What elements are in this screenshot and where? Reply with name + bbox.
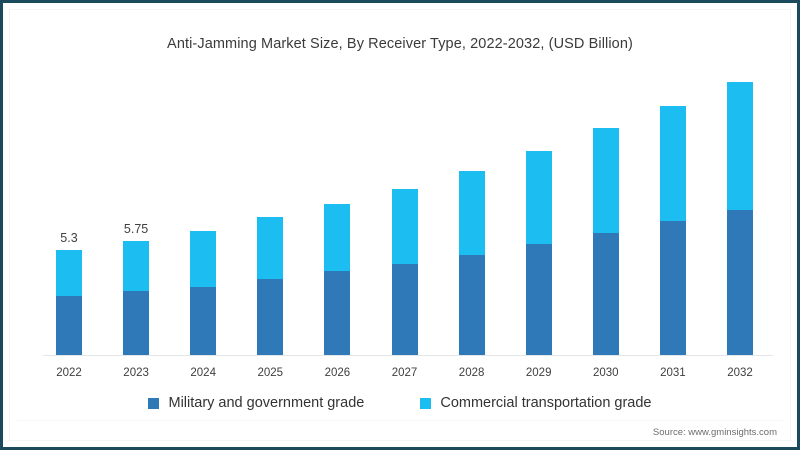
page-title: Anti-Jamming Market Size, By Receiver Ty… [167,36,633,52]
legend-label-commercial: Commercial transportation grade [440,395,652,411]
x-axis-tick-label: 2023 [123,367,149,379]
bar-group[interactable] [391,188,418,355]
bar-group[interactable]: 5.3 [56,231,82,355]
bar-segment-military[interactable] [257,278,284,355]
bar-segment-military[interactable] [324,270,351,355]
x-axis-tick-label: 2031 [660,367,686,379]
bar-segment-commercial[interactable] [659,105,686,222]
legend-label-military: Military and government grade [168,395,365,411]
legend-item-military[interactable]: Military and government grade [148,395,364,411]
bar-segment-commercial[interactable] [324,203,351,271]
x-axis-tick-label: 2024 [190,367,216,379]
x-axis-tick-label: 2029 [525,367,552,379]
source-separator [17,420,783,421]
x-axis-tick-label: 2027 [391,367,418,379]
source-attribution: Source: www.gminsights.com [652,427,777,438]
bar-segment-military[interactable] [592,233,619,355]
x-axis-tick-label: 2026 [324,367,351,379]
bar-segment-commercial[interactable] [190,231,217,287]
bar-segment-commercial[interactable] [123,241,150,291]
x-axis-tick-label: 2025 [257,367,284,379]
bar-group[interactable] [659,105,686,355]
bar-segment-commercial[interactable] [391,188,418,264]
bar-group[interactable] [257,217,284,355]
bar-group[interactable] [324,203,351,355]
plot-area: 5.3 2022 5.75 2023 2024 2025 2026 2027 2028 2029 2… [3,3,800,453]
legend-swatch-commercial-icon [420,397,432,409]
bar-segment-commercial[interactable] [727,81,753,211]
chart-legend: Military and government grade Commercial… [3,395,797,411]
x-axis-tick-label: 2028 [458,367,485,379]
bar-value-label: 5.3 [60,231,78,246]
bar-segment-commercial[interactable] [458,170,485,256]
x-axis-tick-label: 2032 [727,367,753,379]
x-axis-tick-label: 2022 [56,367,82,379]
bar-group[interactable] [190,231,217,355]
bar-segment-military[interactable] [659,221,686,355]
x-axis-line [43,355,773,356]
bar-segment-military[interactable] [727,210,753,355]
bar-segment-commercial[interactable] [257,217,284,279]
bar-group[interactable] [458,170,485,355]
bar-segment-military[interactable] [123,290,150,355]
bar-segment-commercial[interactable] [592,128,619,234]
bar-segment-military[interactable] [190,286,217,355]
x-axis-tick-label: 2030 [593,367,619,379]
bar-segment-military[interactable] [458,255,485,355]
bar-segment-military[interactable] [56,295,82,355]
bar-group[interactable] [727,81,753,355]
bar-segment-commercial[interactable] [525,151,552,245]
bar-segment-military[interactable] [391,263,418,355]
legend-swatch-military-icon [148,397,160,409]
legend-item-commercial[interactable]: Commercial transportation grade [420,395,652,411]
bar-segment-military[interactable] [525,244,552,355]
bar-group[interactable] [592,128,619,355]
bar-segment-commercial[interactable] [56,250,82,296]
bar-group[interactable] [525,151,552,355]
bar-group[interactable]: 5.75 [123,222,150,355]
bar-value-label: 5.75 [123,222,149,237]
